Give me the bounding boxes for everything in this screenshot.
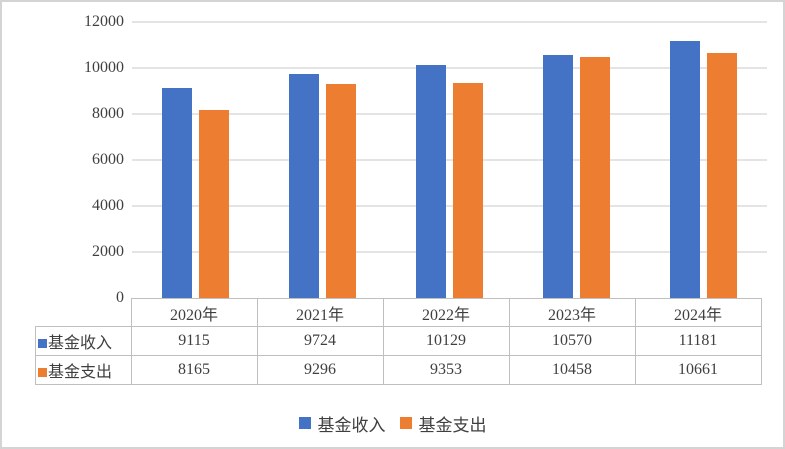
table-row-fund-expense: 基金支出 8165 9296 9353 10458 10661: [35, 355, 762, 385]
y-tick-label-4000: 4000: [92, 197, 124, 214]
table-value-cell: 10458: [508, 355, 636, 385]
data-table: 2020年 2021年 2022年 2023年 2024年 基金收入 9115 9724 101…: [35, 298, 762, 385]
y-tick-label-12000: 12000: [84, 13, 124, 30]
table-row-label-fund-expense: 基金支出: [35, 355, 132, 385]
bar-fund-income-2024年: [670, 41, 700, 298]
bar-fund-expense-2020年: [199, 110, 229, 298]
gridline-12000: [132, 21, 767, 23]
gridline-2000: [132, 251, 767, 253]
table-value-cell: 9353: [382, 355, 510, 385]
y-tick-label-2000: 2000: [92, 243, 124, 260]
legend-label: 基金收入: [317, 415, 386, 435]
table-value-cell: 10661: [634, 355, 762, 385]
bar-fund-income-2022年: [416, 65, 446, 298]
y-tick-label-0: 0: [116, 289, 124, 306]
gridline-6000: [132, 159, 767, 161]
bar-fund-expense-2022年: [453, 83, 483, 298]
bar-fund-expense-2024年: [707, 53, 737, 298]
table-header-row: 2020年 2021年 2022年 2023年 2024年: [36, 298, 762, 327]
legend-swatch-icon: [399, 417, 412, 429]
y-tick-label-10000: 10000: [84, 59, 124, 76]
gridline-8000: [132, 113, 767, 115]
table-value-cell: 9296: [256, 355, 384, 385]
gridline-4000: [132, 205, 767, 207]
legend-label: 基金支出: [418, 415, 487, 435]
table-value-cell: 8165: [130, 355, 258, 385]
table-value-cell: 9115: [130, 326, 258, 356]
table-header-cell: 2021年: [256, 298, 384, 327]
y-tick-label-8000: 8000: [92, 105, 124, 122]
legend-swatch-icon: [298, 417, 311, 429]
bar-fund-expense-2021年: [326, 84, 356, 298]
plot-area: [132, 21, 767, 298]
y-tick-label-6000: 6000: [92, 151, 124, 168]
legend-item-fund-income: 基金收入: [298, 411, 386, 436]
bar-fund-income-2023年: [543, 55, 573, 298]
legend: 基金收入 基金支出: [2, 410, 783, 436]
table-corner-cell: [36, 299, 132, 327]
series-swatch-icon: [38, 367, 47, 377]
table-header-cell: 2020年: [130, 298, 258, 327]
series-swatch-icon: [38, 338, 47, 348]
table-header-cell: 2024年: [634, 298, 762, 327]
table-value-cell: 10570: [508, 326, 636, 356]
table-header-cell: 2022年: [382, 298, 510, 327]
gridline-10000: [132, 67, 767, 69]
table-row-fund-income: 基金收入 9115 9724 10129 10570 11181: [35, 326, 762, 356]
bar-fund-expense-2023年: [580, 57, 610, 298]
legend-item-fund-expense: 基金支出: [399, 411, 487, 436]
table-row-label-fund-income: 基金收入: [35, 326, 132, 356]
bar-fund-income-2021年: [289, 74, 319, 298]
table-value-cell: 11181: [634, 326, 762, 356]
table-header-cell: 2023年: [508, 298, 636, 327]
bar-fund-income-2020年: [162, 88, 192, 298]
table-value-cell: 10129: [382, 326, 510, 356]
table-value-cell: 9724: [256, 326, 384, 356]
